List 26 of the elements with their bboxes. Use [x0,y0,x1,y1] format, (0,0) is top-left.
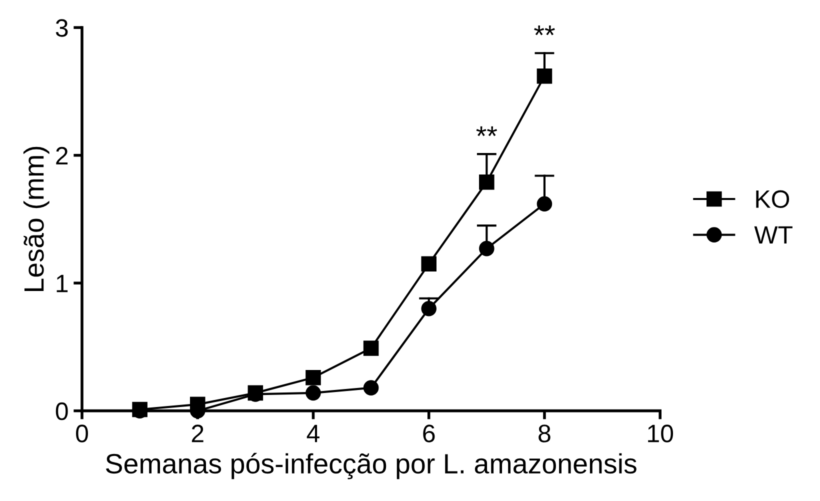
annotation: ** [476,126,498,136]
x-axis-title: Semanas pós-infecção por L. amazonensis [106,452,636,480]
x-tick-label: 2 [192,424,204,442]
point [421,300,436,316]
y-axis-title: Lesão (mm) [23,146,50,291]
x-tick-label: 10 [648,424,674,442]
x-tick-label: 4 [306,424,320,442]
point [421,256,436,272]
legend-label: KO [756,190,790,208]
x-tick-label: 6 [423,424,435,442]
x-tick-label: 0 [76,424,88,442]
x-tick-label: 8 [538,424,550,442]
point [363,380,379,396]
point [479,174,494,190]
y-tick-label: 2 [56,146,68,164]
point [363,340,379,356]
y-tick-label: 3 [56,19,68,37]
y-tick-label: 1 [56,274,68,292]
y-tick-label: 0 [56,402,68,420]
annotation: ** [534,25,555,36]
point [306,370,321,386]
legend-label: WT [754,226,792,244]
point [306,385,321,401]
point [536,196,552,212]
point [479,240,494,256]
point [536,68,552,84]
